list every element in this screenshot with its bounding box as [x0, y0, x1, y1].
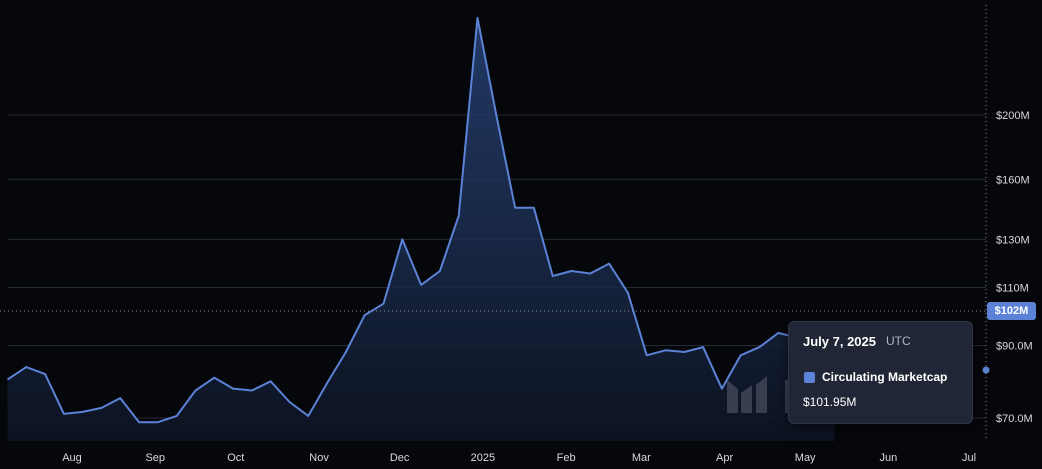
- last-value-tag: $102M: [987, 302, 1036, 320]
- data-point: [476, 16, 480, 20]
- data-point: [363, 313, 367, 317]
- data-point: [325, 381, 329, 385]
- data-point: [739, 353, 743, 357]
- y-tick-label: $70.0M: [996, 413, 1033, 425]
- data-point: [344, 350, 348, 354]
- data-point: [551, 274, 555, 278]
- x-tick-label: Apr: [716, 452, 733, 464]
- x-tick-label: Aug: [62, 452, 82, 464]
- crosshair-point: [982, 366, 990, 374]
- data-point: [24, 365, 28, 369]
- data-point: [100, 406, 104, 410]
- data-point: [682, 350, 686, 354]
- data-point: [156, 420, 160, 424]
- data-point: [645, 353, 649, 357]
- x-tick-label: Jun: [880, 452, 898, 464]
- area-fill: [7, 17, 835, 442]
- data-point: [701, 345, 705, 349]
- x-tick-label: Sep: [145, 452, 165, 464]
- data-point: [438, 269, 442, 273]
- data-point: [607, 262, 611, 266]
- x-tick-label: Oct: [227, 452, 244, 464]
- data-point: [457, 214, 461, 218]
- x-tick-label: Dec: [390, 452, 410, 464]
- data-point: [231, 387, 235, 391]
- tooltip-timezone: UTC: [886, 334, 911, 348]
- data-point: [626, 291, 630, 295]
- data-point: [6, 378, 10, 382]
- data-point: [306, 414, 310, 418]
- tooltip-series-name: Circulating Marketcap: [822, 370, 948, 384]
- data-point: [494, 113, 498, 117]
- data-point: [664, 348, 668, 352]
- data-point: [62, 412, 66, 416]
- x-tick-label: May: [795, 452, 816, 464]
- data-point: [400, 237, 404, 241]
- y-tick-label: $110M: [996, 283, 1029, 295]
- x-tick-label: Jul: [962, 452, 976, 464]
- x-tick-label: 2025: [471, 452, 495, 464]
- data-point: [532, 206, 536, 210]
- x-tick-label: Feb: [557, 452, 576, 464]
- tooltip-date: July 7, 2025: [803, 334, 876, 349]
- y-tick-label: $200M: [996, 110, 1030, 122]
- series-line: [6, 16, 836, 424]
- data-point: [382, 302, 386, 306]
- data-point: [758, 345, 762, 349]
- data-point: [43, 372, 47, 376]
- legend-swatch-icon: [804, 372, 815, 383]
- x-tick-label: Nov: [309, 452, 329, 464]
- data-point: [776, 331, 780, 335]
- x-axis: Aug Sep Oct Nov Dec 2025 Feb Mar Apr May Jun Jul: [62, 452, 976, 464]
- data-point: [513, 206, 517, 210]
- data-point: [118, 396, 122, 400]
- data-point: [570, 269, 574, 273]
- data-point: [250, 389, 254, 393]
- data-point: [81, 410, 85, 414]
- data-point: [288, 400, 292, 404]
- data-point: [588, 272, 592, 276]
- y-tick-label: $130M: [996, 234, 1030, 246]
- x-tick-label: Mar: [632, 452, 651, 464]
- crosshair: [0, 5, 990, 441]
- y-tick-label: $160M: [996, 174, 1030, 186]
- y-tick-label: $90.0M: [996, 340, 1033, 352]
- data-point: [269, 379, 273, 383]
- tooltip-value: $101.95M: [803, 395, 857, 409]
- data-point: [212, 376, 216, 380]
- data-point: [419, 283, 423, 287]
- data-point: [175, 414, 179, 418]
- data-point: [137, 420, 141, 424]
- data-point: [720, 387, 724, 391]
- data-point: [194, 389, 198, 393]
- tooltip: July 7, 2025 UTC Circulating Marketcap $…: [788, 321, 973, 424]
- y-axis: $70.0M $90.0M $110M $130M $160M $200M: [996, 110, 1033, 425]
